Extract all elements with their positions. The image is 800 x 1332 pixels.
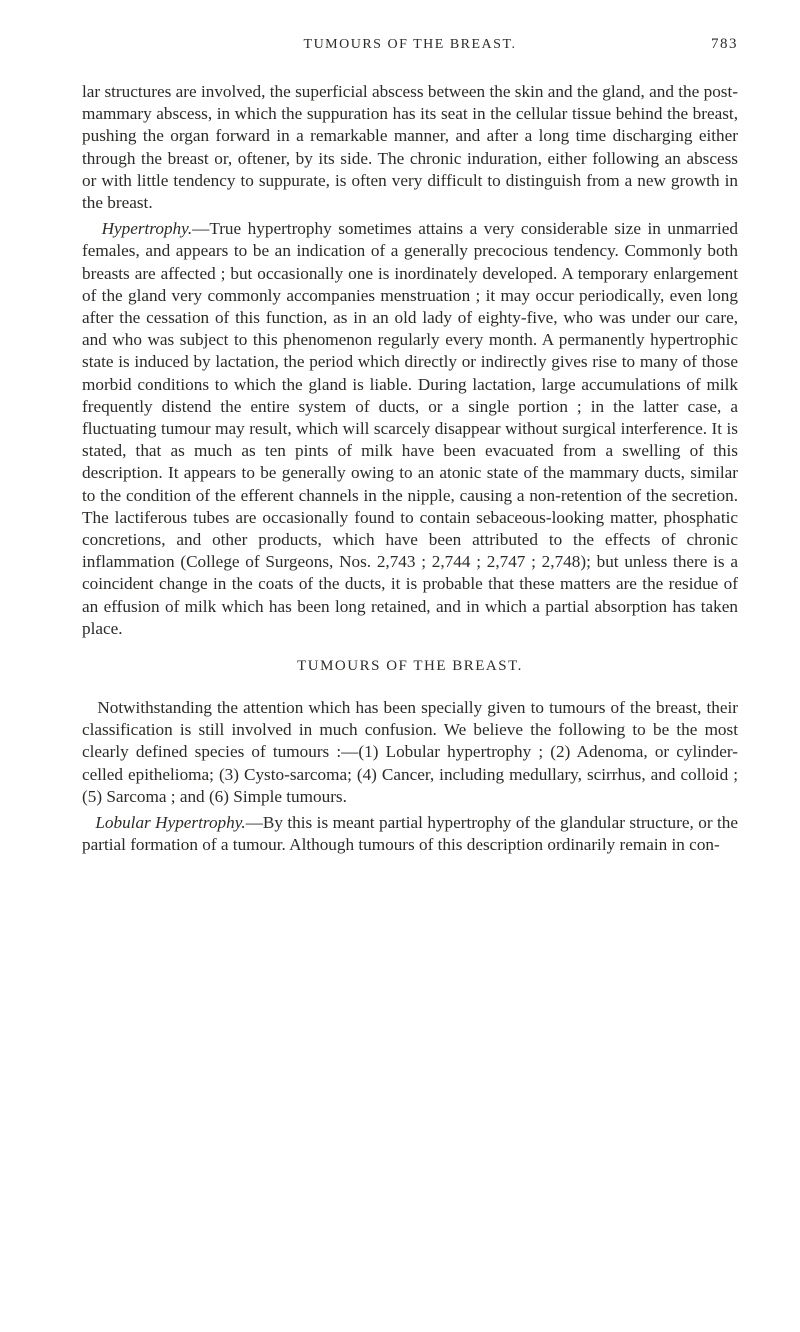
paragraph-4: Lobular Hypertrophy.—By this is meant pa… xyxy=(82,812,738,856)
paragraph-3: Notwithstanding the attention which has … xyxy=(82,697,738,808)
running-header: TUMOURS OF THE BREAST. 783 xyxy=(82,36,738,53)
page: TUMOURS OF THE BREAST. 783 lar structure… xyxy=(0,0,800,1332)
running-title: TUMOURS OF THE BREAST. xyxy=(122,37,698,53)
paragraph-2-body: —True hypertrophy sometimes attains a ve… xyxy=(82,219,738,638)
paragraph-1: lar structures are involved, the superfi… xyxy=(82,81,738,214)
paragraph-2-lead: Hypertrophy. xyxy=(102,219,193,238)
paragraph-3-body: Notwithstanding the attention which has … xyxy=(82,698,738,806)
paragraph-4-lead: Lobular Hypertrophy. xyxy=(95,813,245,832)
page-number: 783 xyxy=(698,36,738,53)
section-heading: TUMOURS OF THE BREAST. xyxy=(82,658,738,675)
paragraph-2: Hypertrophy.—True hypertrophy sometimes … xyxy=(82,218,738,640)
